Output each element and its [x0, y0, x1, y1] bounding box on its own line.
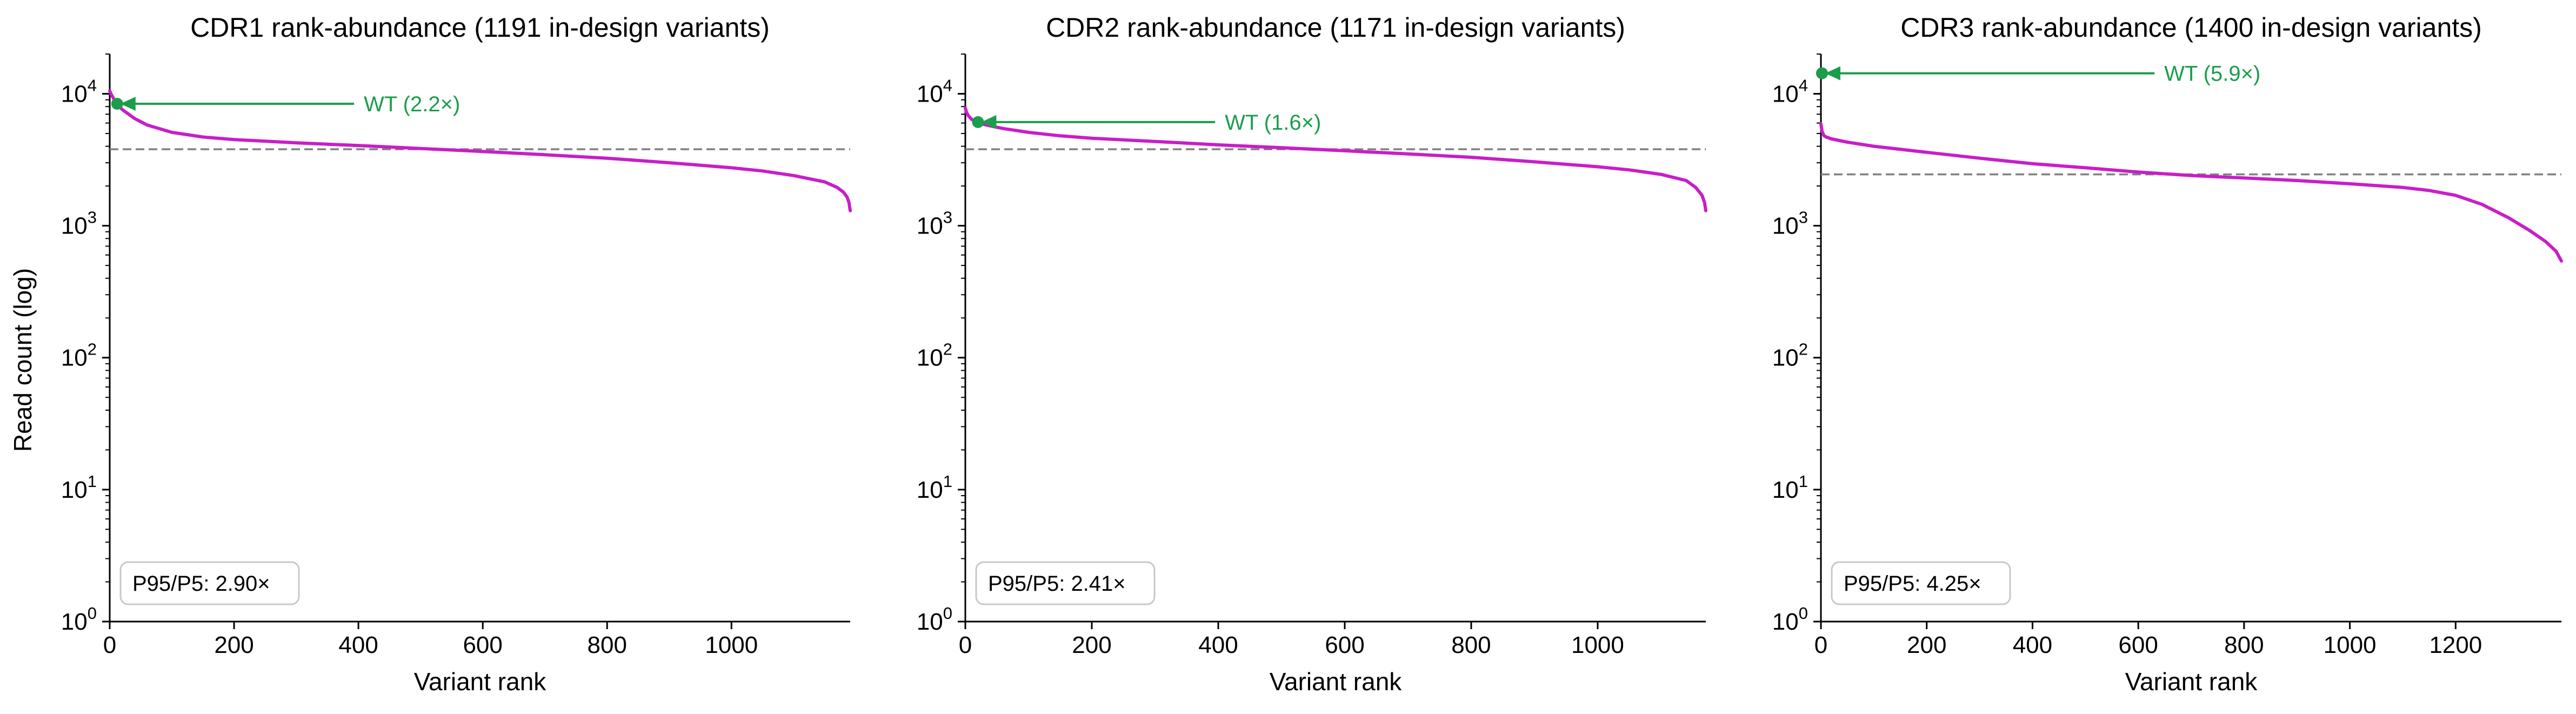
x-axis-label-cdr3: Variant rank: [2125, 668, 2258, 696]
x-tick-label: 800: [1451, 632, 1491, 658]
x-tick-label: 600: [2118, 632, 2158, 658]
panel-cdr1: 100 101 102 103 104 0 200 400 600 800 1000 CDR1 ra…: [61, 12, 852, 696]
wt-arrow-head: [120, 96, 136, 111]
plot-area-cdr1: 100 101 102 103 104 0 200 400 600 800 1000: [61, 54, 852, 658]
y-tick-label: 103: [61, 208, 97, 239]
x-tick-label: 600: [1325, 632, 1364, 658]
x-tick-label: 0: [1814, 632, 1827, 658]
plot-area-cdr3: 100 101 102 103 104 0 200 400 600 800 1000 1200: [1772, 54, 2563, 658]
stat-box-text-cdr2: P95/P5: 2.41×: [988, 572, 1126, 596]
stat-box: [119, 561, 300, 605]
rank-abundance-curve: [108, 89, 852, 212]
x-tick-label: 800: [588, 632, 627, 658]
y-tick-label: 101: [917, 472, 952, 503]
y-tick-label: 104: [61, 76, 97, 107]
y-tick-label: 101: [61, 472, 97, 503]
x-tick-label: 600: [463, 632, 502, 658]
y-tick-label: 102: [61, 340, 97, 371]
y-tick-label: 100: [917, 604, 952, 635]
panel-title-cdr3: CDR3 rank-abundance (1400 in-design vari…: [1900, 12, 2482, 43]
x-tick-label: 0: [959, 632, 972, 658]
wt-point: [1816, 67, 1828, 79]
panel-title-cdr1: CDR1 rank-abundance (1191 in-design vari…: [190, 12, 770, 43]
panel-cdr2: 100 101 102 103 104 0 200 400 600 800 1000 CDR2 ra…: [917, 12, 1707, 696]
rank-abundance-curve: [1819, 122, 2563, 263]
wt-arrow-head: [1825, 66, 1840, 81]
y-tick-label: 103: [917, 208, 952, 239]
panel-title-cdr2: CDR2 rank-abundance (1171 in-design vari…: [1046, 12, 1625, 43]
x-tick-label: 1000: [2324, 632, 2377, 658]
wt-point: [111, 97, 123, 110]
y-tick-label: 100: [61, 604, 97, 635]
rank-abundance-curve: [964, 106, 1707, 212]
y-tick-label: 102: [1772, 340, 1808, 371]
plot-area-cdr2: 100 101 102 103 104 0 200 400 600 800 1000: [917, 54, 1707, 658]
x-tick-label: 200: [1907, 632, 1946, 658]
x-tick-label: 1000: [1571, 632, 1624, 658]
x-tick-label: 200: [1072, 632, 1111, 658]
x-tick-label: 0: [103, 632, 116, 658]
y-tick-label: 104: [1772, 76, 1808, 107]
x-tick-label: 1000: [705, 632, 758, 658]
wt-point: [972, 116, 984, 128]
shared-y-axis-label: Read count (log): [9, 268, 37, 452]
x-tick-label: 800: [2224, 632, 2264, 658]
y-tick-label: 100: [1772, 604, 1808, 635]
stat-box-text-cdr1: P95/P5: 2.90×: [132, 572, 270, 596]
x-tick-label: 400: [338, 632, 378, 658]
x-axis-label-cdr1: Variant rank: [414, 668, 547, 696]
panel-cdr3: 100 101 102 103 104 0 200 400 600 800 1000 1200 CDR…: [1772, 12, 2563, 696]
wt-label-cdr3: WT (5.9×): [2164, 62, 2260, 86]
y-tick-label: 104: [917, 76, 952, 107]
x-tick-label: 400: [2013, 632, 2052, 658]
x-tick-label: 400: [1198, 632, 1238, 658]
wt-label-cdr2: WT (1.6×): [1225, 111, 1321, 135]
wt-label-cdr1: WT (2.2×): [364, 92, 460, 116]
stat-box: [975, 561, 1156, 605]
x-axis-label-cdr2: Variant rank: [1270, 668, 1403, 696]
stat-box: [1831, 561, 2011, 605]
stat-box-text-cdr3: P95/P5: 4.25×: [1844, 572, 1981, 596]
x-tick-label: 200: [214, 632, 253, 658]
x-tick-label: 1200: [2429, 632, 2482, 658]
wt-arrow-head: [981, 115, 997, 129]
y-tick-label: 101: [1772, 472, 1808, 503]
y-tick-label: 103: [1772, 208, 1808, 239]
y-tick-label: 102: [917, 340, 952, 371]
